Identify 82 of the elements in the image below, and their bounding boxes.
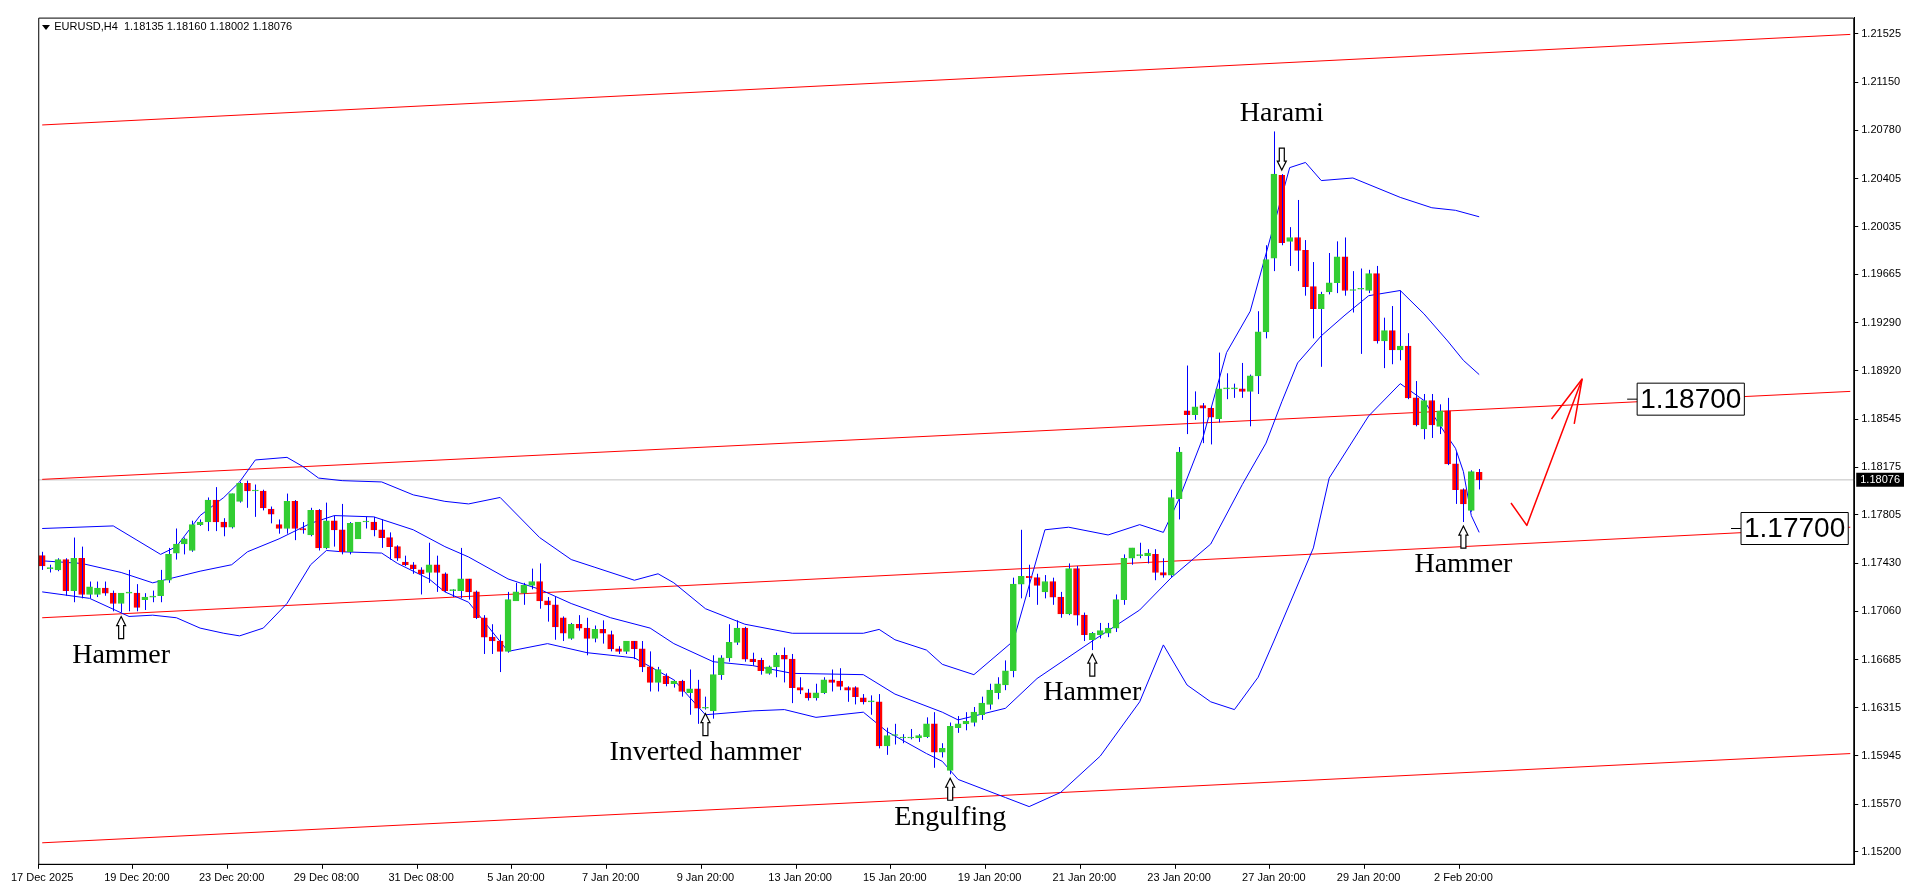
x-tick-label: 17 Dec 2025 (10, 871, 74, 884)
x-tick-label: 29 Dec 08:00 (293, 871, 360, 884)
y-tick-label: 1.18920 (1861, 363, 1901, 376)
candlestick (425, 542, 433, 584)
y-tick-label: 1.17805 (1861, 507, 1901, 520)
candlestick (1365, 269, 1372, 294)
y-tick-label: 1.16315 (1861, 700, 1901, 713)
x-tick-label: 23 Jan 20:00 (1147, 871, 1211, 884)
x-tick-label: 21 Jan 20:00 (1052, 871, 1117, 884)
candlestick (1381, 317, 1388, 369)
annotation: Hammer (1414, 547, 1514, 579)
candlestick (1002, 659, 1009, 691)
x-tick-label: 15 Jan 20:00 (863, 871, 927, 884)
candlestick (1017, 529, 1025, 599)
candlestick (236, 481, 243, 504)
candlestick (520, 582, 528, 606)
y-tick-label: 1.17430 (1861, 556, 1901, 569)
candlestick (157, 569, 164, 603)
y-tick-label: 1.17060 (1861, 604, 1901, 617)
candlestick (457, 547, 464, 599)
candlestick (394, 544, 401, 562)
x-tick-label: 23 Dec 20:00 (198, 871, 265, 884)
annotation: 1.18700 (1640, 382, 1742, 414)
chart-title: EURUSD,H4 1.18135 1.18160 1.18002 1.18076 (54, 20, 293, 33)
candlestick (1088, 631, 1096, 651)
x-tick-label: 7 Jan 20:00 (581, 871, 640, 884)
candlestick (994, 676, 1001, 700)
candlestick (1286, 226, 1294, 267)
candlestick (1199, 402, 1207, 444)
x-tick-label: 29 Jan 20:00 (1336, 871, 1401, 884)
annotation: Engulfing (894, 799, 1007, 831)
y-tick-label: 1.20035 (1861, 219, 1901, 232)
candlestick (1436, 403, 1444, 435)
x-tick-label: 19 Dec 20:00 (104, 871, 170, 884)
candlestick (867, 694, 875, 716)
y-tick-label: 1.15570 (1861, 797, 1901, 810)
candlestick (409, 561, 417, 575)
candlestick (378, 518, 386, 549)
x-tick-label: 27 Jan 20:00 (1242, 871, 1306, 884)
ref-line-label: 1.18076 (1860, 472, 1900, 485)
candlestick (1223, 372, 1230, 400)
x-tick-label: 31 Dec 08:00 (388, 871, 454, 884)
candlestick (1239, 362, 1246, 399)
candlestick (252, 484, 259, 518)
y-tick-label: 1.21150 (1861, 75, 1901, 88)
x-tick-label: 9 Jan 20:00 (676, 871, 735, 884)
candlestick (528, 568, 536, 590)
annotation: Hammer (72, 637, 171, 669)
y-tick-label: 1.16685 (1861, 652, 1901, 665)
y-tick-label: 1.18545 (1861, 412, 1901, 425)
candlestick (923, 716, 930, 739)
candlestick (362, 516, 370, 530)
candlestick (173, 528, 180, 561)
y-tick-label: 1.19290 (1861, 315, 1901, 328)
candlestick (986, 683, 993, 711)
y-tick-label: 1.21525 (1861, 26, 1901, 39)
x-tick-label: 2 Feb 20:00 (1434, 871, 1493, 884)
candlestick (559, 615, 567, 642)
annotation: Harami (1239, 95, 1324, 127)
y-tick-label: 1.20780 (1861, 123, 1901, 136)
y-tick-label: 1.15200 (1861, 844, 1901, 857)
annotation: Inverted hammer (609, 734, 803, 766)
x-tick-label: 5 Jan 20:00 (487, 871, 545, 884)
candlestick (1246, 374, 1254, 427)
x-tick-label: 19 Jan 20:00 (957, 871, 1022, 884)
y-tick-label: 1.19665 (1861, 267, 1901, 280)
x-tick-label: 13 Jan 20:00 (768, 871, 832, 884)
annotation: Hammer (1043, 675, 1142, 707)
candlestick (907, 728, 915, 740)
candlestick (773, 652, 780, 678)
candlestick (796, 676, 804, 695)
y-tick-label: 1.20405 (1861, 171, 1901, 184)
candlestick (615, 645, 622, 655)
candlestick (599, 619, 607, 645)
candlestick (717, 654, 725, 681)
y-tick-label: 1.18175 (1861, 460, 1901, 473)
y-tick-label: 1.15945 (1861, 748, 1901, 761)
candlestick (125, 569, 133, 612)
candlestick (1325, 252, 1333, 295)
annotation: 1.17700 (1744, 512, 1846, 544)
candlestick (844, 685, 851, 703)
candlestick (307, 507, 314, 537)
